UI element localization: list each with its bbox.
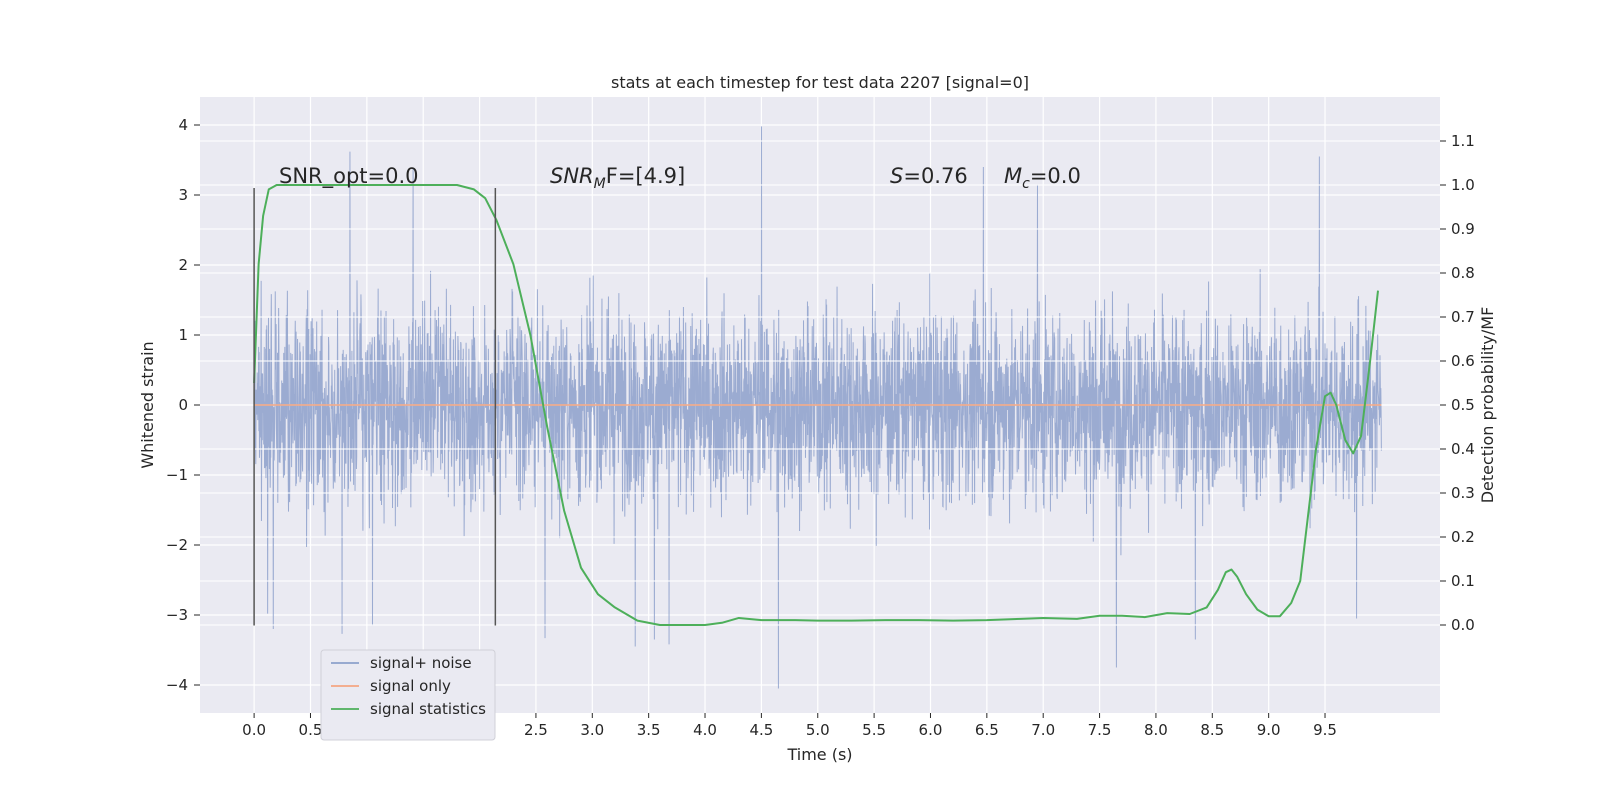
series-lines (253, 184, 1382, 626)
y-axis-ticks: −4 −3 −2 −1 0 1 2 3 4 (166, 116, 200, 694)
x-tick-label-7: 3.5 (637, 721, 661, 739)
x-tick-label-5: 2.5 (524, 721, 548, 739)
annotation-snr-mf: SNRMF=[4.9] (550, 164, 685, 192)
y2-tick-label-3: 0.3 (1451, 484, 1475, 502)
y2-tick-label-1: 0.1 (1451, 572, 1475, 590)
x-tick-label-13: 6.5 (975, 721, 999, 739)
y-tick-label-3: −1 (166, 466, 188, 484)
annotation-snr-opt: SNR_opt=0.0 (279, 164, 419, 189)
y2-tick-label-10: 1.0 (1451, 176, 1475, 194)
y2-tick-label-4: 0.4 (1451, 440, 1475, 458)
legend-label-statistics: signal statistics (370, 700, 486, 718)
x-tick-label-14: 7.0 (1031, 721, 1055, 739)
x-tick-label-9: 4.5 (749, 721, 773, 739)
y2-axis-label: Detection probability/MF (1478, 307, 1497, 504)
y2-tick-label-0: 0.0 (1451, 616, 1475, 634)
mc-var: M (1004, 164, 1022, 188)
series-signal-noise (253, 126, 1382, 689)
y-tick-label-5: 1 (178, 326, 188, 344)
x-tick-label-15: 7.5 (1088, 721, 1112, 739)
x-tick-label-18: 9.0 (1257, 721, 1281, 739)
y-tick-label-2: −2 (166, 536, 188, 554)
x-tick-label-6: 3.0 (580, 721, 604, 739)
y2-tick-label-11: 1.1 (1451, 132, 1475, 150)
x-tick-label-10: 5.0 (806, 721, 830, 739)
y-tick-label-7: 3 (178, 186, 188, 204)
s-var: S (890, 164, 903, 188)
y2-tick-label-2: 0.2 (1451, 528, 1475, 546)
annotations: SNR_opt=0.0 SNRMF=[4.9] S=0.76 Mc=0.0 (279, 164, 1081, 192)
signal-statistics-line (253, 184, 1379, 626)
snr-mf-value: F=[4.9] (606, 164, 685, 188)
noise-trace (253, 126, 1382, 689)
legend-label-signal-only: signal only (370, 677, 451, 695)
y2-tick-label-8: 0.8 (1451, 264, 1475, 282)
x-tick-label-8: 4.0 (693, 721, 717, 739)
chart-title: stats at each timestep for test data 220… (611, 73, 1029, 92)
legend: signal+ noise signal only signal statist… (320, 649, 496, 741)
x-axis-label: Time (s) (786, 745, 852, 764)
x-tick-label-0: 0.0 (242, 721, 266, 739)
x-tick-label-16: 8.0 (1144, 721, 1168, 739)
mc-value: =0.0 (1030, 164, 1081, 188)
x-tick-label-19: 9.5 (1313, 721, 1337, 739)
y-tick-label-1: −3 (166, 606, 188, 624)
y-tick-label-4: 0 (178, 396, 188, 414)
y2-tick-label-5: 0.5 (1451, 396, 1475, 414)
legend-box (320, 649, 496, 741)
y2-tick-label-6: 0.6 (1451, 352, 1475, 370)
y-axis-label: Whitened strain (138, 341, 157, 468)
x-tick-label-1: 0.5 (299, 721, 323, 739)
snr-mf-var: SNR (550, 164, 594, 188)
y-tick-label-8: 4 (178, 116, 188, 134)
y-tick-label-6: 2 (178, 256, 188, 274)
y2-tick-label-7: 0.7 (1451, 308, 1475, 326)
x-tick-label-11: 5.5 (862, 721, 886, 739)
y2-axis-ticks: 0.0 0.1 0.2 0.3 0.4 0.5 0.6 0.7 0.8 0.9 1.0 1.1 (1440, 132, 1475, 634)
mc-sub: c (1022, 176, 1030, 192)
vertical-markers (253, 188, 497, 626)
snr-mf-sub: M (594, 176, 606, 192)
y-tick-label-0: −4 (166, 676, 188, 694)
s-value: =0.76 (903, 164, 967, 188)
annotation-mc: Mc=0.0 (1004, 164, 1081, 192)
legend-label-noise: signal+ noise (370, 654, 472, 672)
y2-tick-label-9: 0.9 (1451, 220, 1475, 238)
annotation-s: S=0.76 (890, 164, 968, 188)
x-tick-label-17: 8.5 (1200, 721, 1224, 739)
x-tick-label-12: 6.0 (919, 721, 943, 739)
